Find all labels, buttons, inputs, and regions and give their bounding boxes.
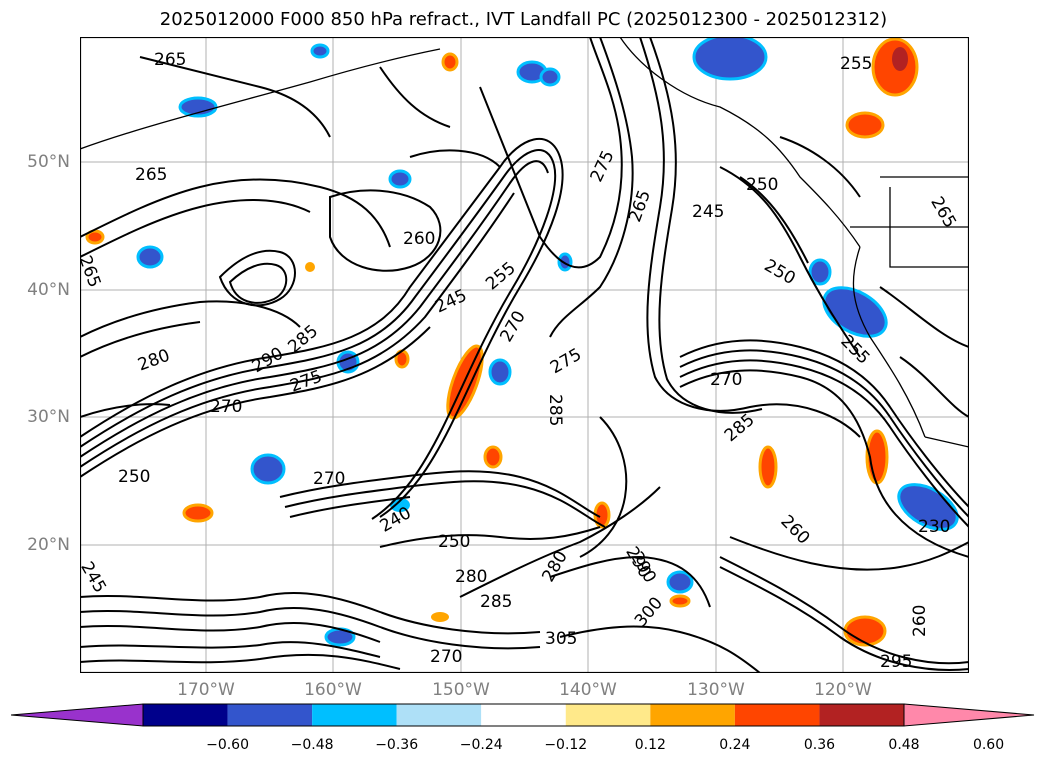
contour-label: 265 [154, 50, 186, 70]
contour-label: 250 [438, 532, 470, 552]
contour-label: 260 [403, 229, 435, 249]
colorbar-extend-high [903, 703, 1035, 727]
lon-label: 170°W [177, 680, 235, 700]
colorbar-tick-label: 0.36 [803, 737, 836, 753]
colorbar-tick-label: 0.60 [972, 737, 1005, 753]
colorbar-frame [142, 703, 905, 727]
contour-label: 265 [135, 165, 167, 185]
contour-label: 270 [710, 370, 742, 390]
colorbar-tick-label: −0.60 [206, 737, 249, 753]
colorbar-segment [734, 704, 820, 726]
contour-label: 280 [455, 567, 487, 587]
colorbar-tick-label: 0.24 [719, 737, 751, 753]
map-panel: 265 265 265 255 250 245 260 255 250 275 … [80, 37, 969, 673]
colorbar-segment [565, 704, 651, 726]
negative-shading [136, 37, 959, 647]
colorbar-segment [819, 704, 904, 726]
contour-label: 255 [840, 54, 872, 74]
lon-label: 140°W [559, 680, 617, 700]
colorbar-tick-label: −0.48 [290, 737, 334, 753]
colorbar-tick-label: −0.36 [375, 737, 419, 753]
contour-label: 250 [118, 467, 150, 487]
colorbar-segment [227, 704, 313, 726]
coastlines [80, 37, 969, 448]
colorbar-segment [650, 704, 735, 726]
lon-label: 130°W [687, 680, 745, 700]
lat-label: 40°N [27, 280, 70, 300]
contour-label: 270 [313, 469, 345, 489]
map-frame [80, 37, 969, 673]
colorbar-tick-label: 0.12 [634, 737, 666, 753]
lon-label: 160°W [304, 680, 362, 700]
colorbar [11, 703, 1035, 727]
contour-label: 285 [480, 592, 512, 612]
lat-label: 20°N [27, 535, 70, 555]
colorbar-segment [481, 704, 566, 726]
colorbar-tick-label: −0.12 [544, 737, 588, 753]
lon-label: 120°W [814, 680, 872, 700]
colorbar-segment [312, 704, 397, 726]
contour-label: 305 [545, 629, 577, 649]
contour-label: 285 [545, 394, 565, 426]
contour-label: 245 [692, 202, 724, 222]
map-title: 2025012000 F000 850 hPa refract., IVT La… [159, 9, 888, 30]
colorbar-segment [396, 704, 482, 726]
contour-label: 230 [918, 517, 950, 537]
contours [80, 37, 969, 673]
map-background [80, 37, 969, 673]
contour-label: 270 [210, 397, 242, 417]
colorbar-tick-label: 0.48 [888, 737, 920, 753]
lat-label: 50°N [27, 152, 70, 172]
lat-label: 30°N [27, 407, 70, 427]
contour-label: 270 [430, 647, 462, 667]
colorbar-extend-low [11, 703, 144, 727]
colorbar-segment [143, 704, 228, 726]
contour-label: 295 [880, 652, 912, 672]
lon-label: 150°W [432, 680, 490, 700]
contour-label: 260 [910, 605, 930, 637]
colorbar-tick-label: −0.24 [459, 737, 503, 753]
contour-label: 250 [746, 175, 778, 195]
